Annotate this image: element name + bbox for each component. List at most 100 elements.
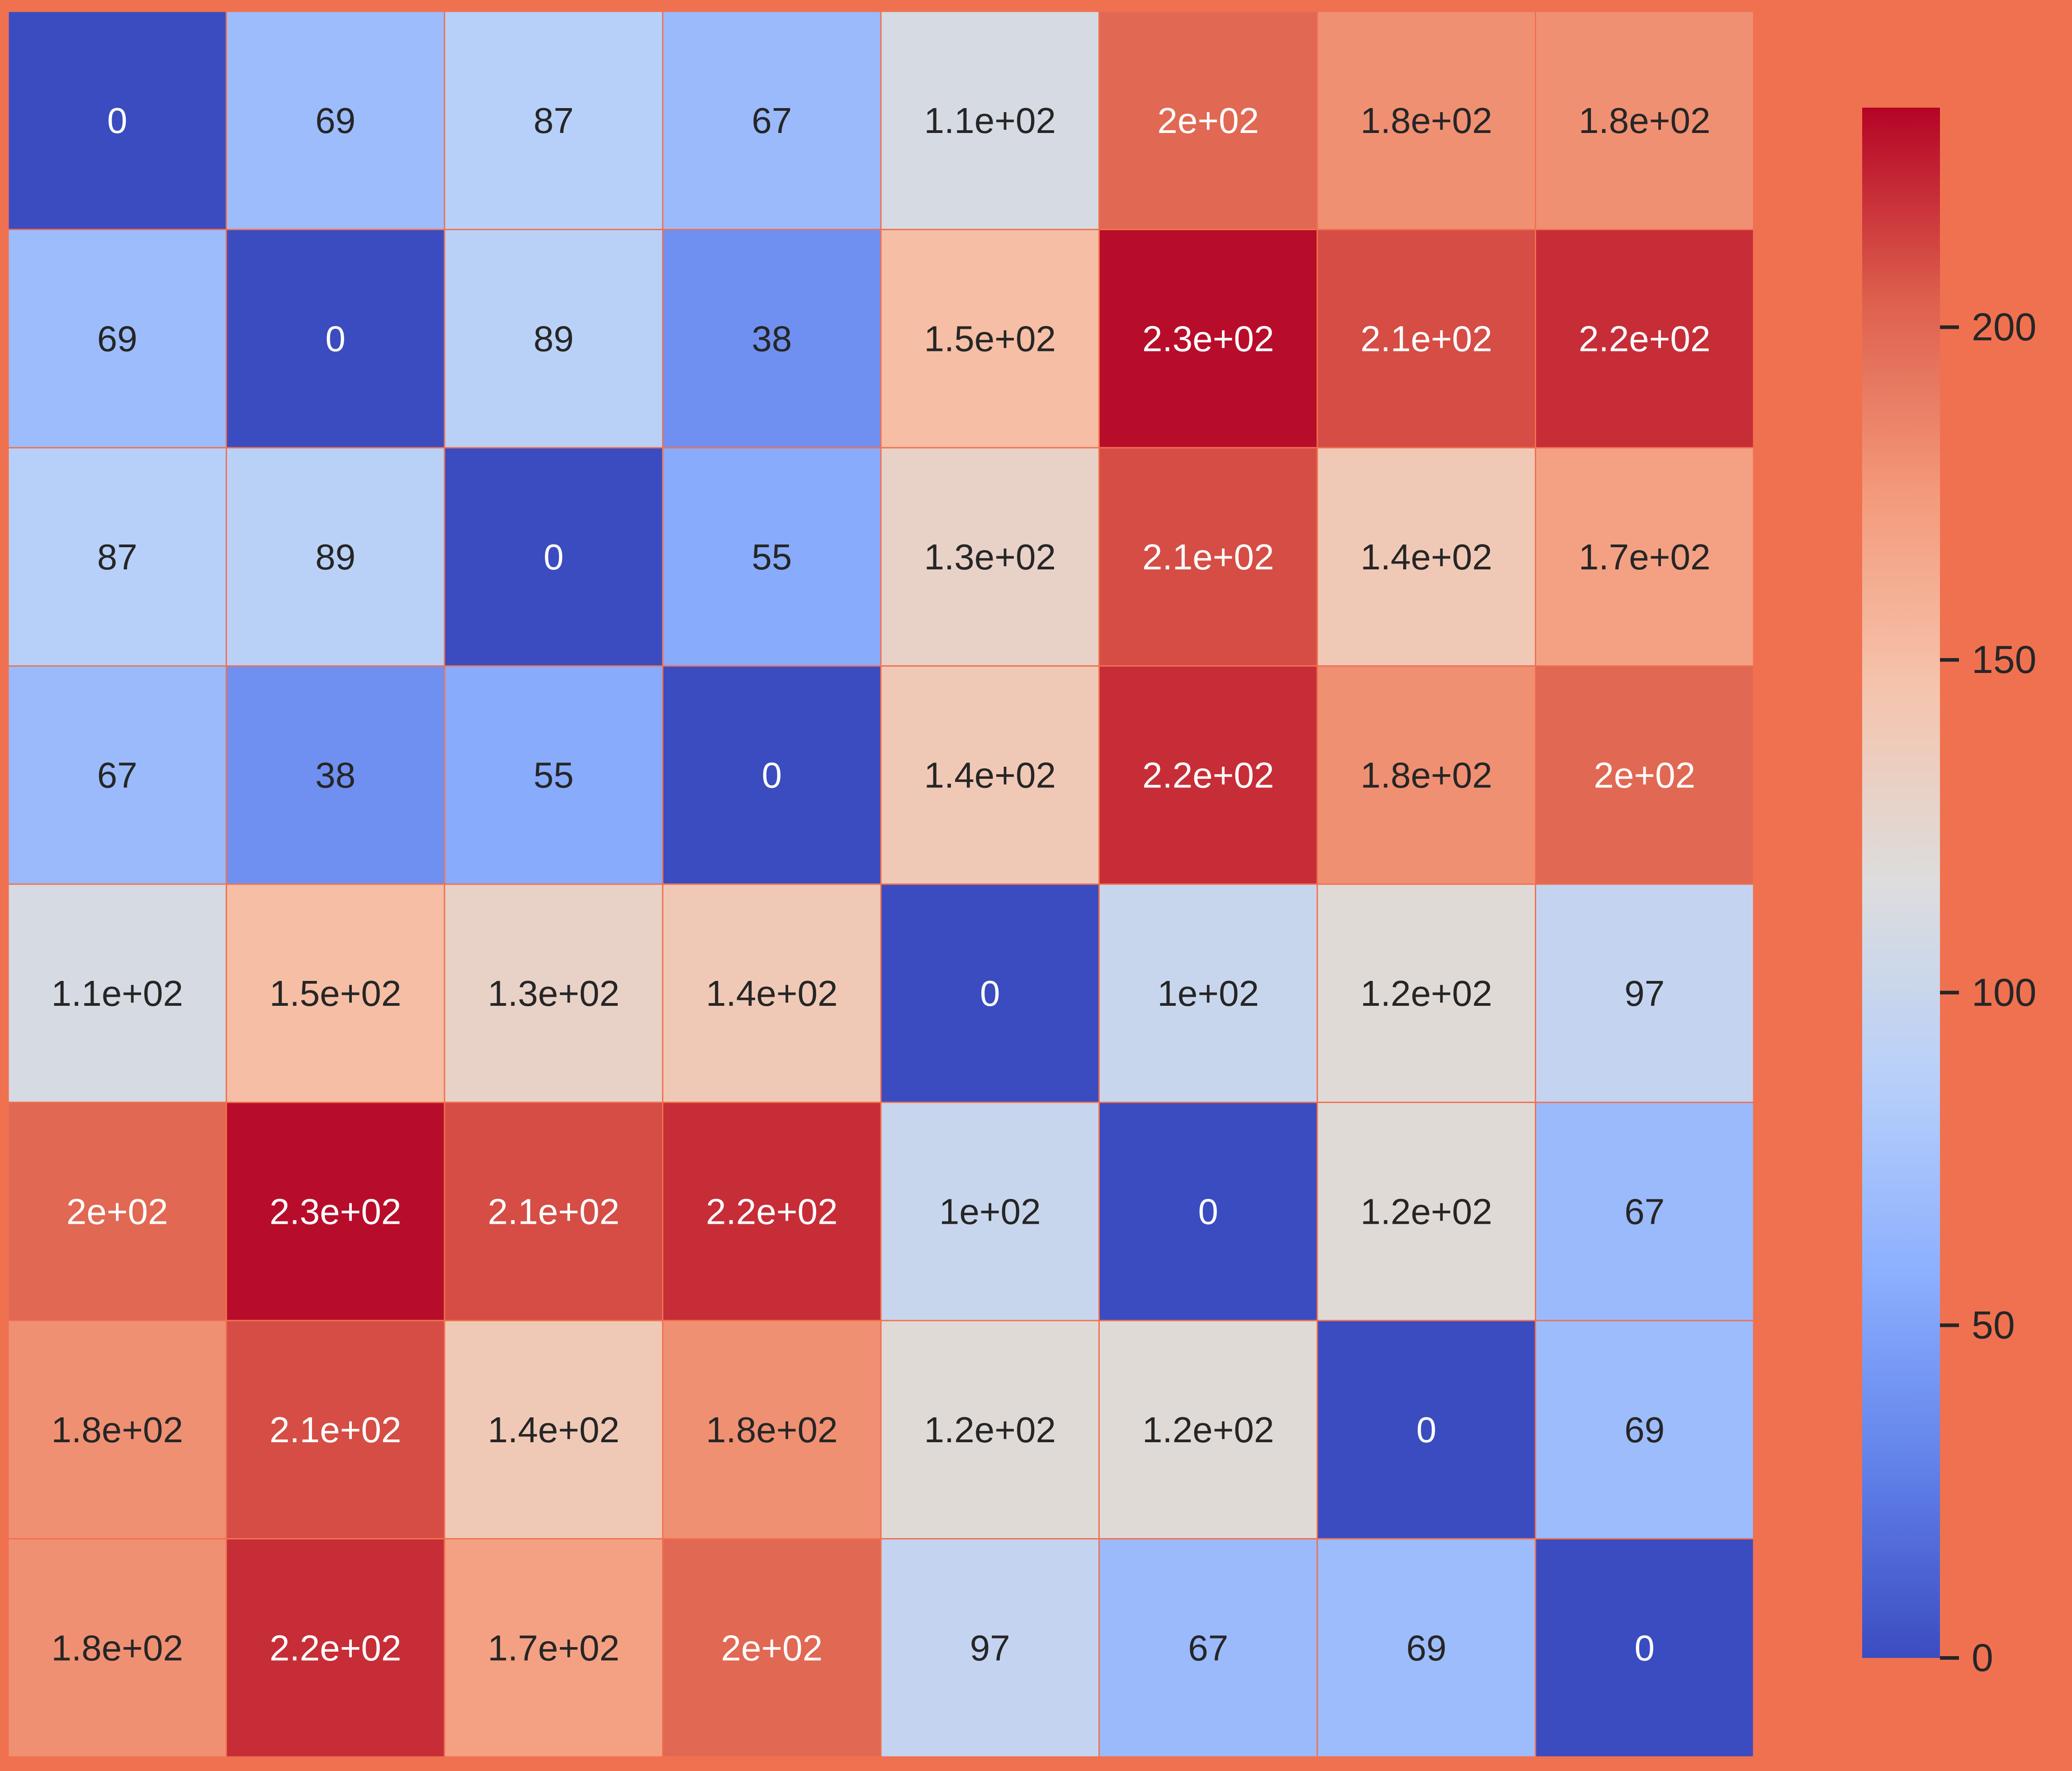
cell-value-label: 1.8e+02	[1361, 100, 1492, 141]
heatmap-cell	[226, 229, 445, 449]
cell-value-label: 2e+02	[1594, 755, 1695, 795]
cell-value-label: 1.3e+02	[488, 973, 620, 1013]
cell-value-label: 97	[1624, 973, 1665, 1013]
colorbar	[1862, 108, 1940, 1658]
heatmap-cell	[1535, 883, 1755, 1103]
heatmap-cell	[1535, 665, 1755, 885]
cell-value-label: 55	[534, 755, 574, 795]
colorbar-tick-label: 50	[1972, 1303, 2015, 1347]
cell-value-label: 89	[534, 318, 574, 359]
colorbar-gradient	[1862, 108, 1940, 1658]
cell-value-label: 2.2e+02	[706, 1191, 837, 1231]
cell-value-label: 0	[544, 537, 564, 577]
cell-value-label: 2.2e+02	[1142, 755, 1274, 795]
heatmap-cell	[1316, 447, 1536, 667]
heatmap-cell	[7, 1538, 227, 1758]
heatmap-cell	[880, 1102, 1100, 1321]
cell-value-label: 2e+02	[721, 1628, 823, 1668]
cell-value-label: 87	[97, 537, 137, 577]
heatmap-cell	[662, 1538, 882, 1758]
heatmap-cell	[1098, 447, 1318, 667]
cell-value-label: 1.7e+02	[488, 1628, 620, 1668]
heatmap-cell	[444, 10, 663, 230]
heatmap-cell	[1535, 10, 1755, 230]
heatmap-cell	[7, 665, 227, 885]
heatmap-cell	[1098, 10, 1318, 230]
heatmap-cell	[226, 883, 445, 1103]
heatmap-cell	[226, 1320, 445, 1539]
cell-value-label: 2.2e+02	[270, 1628, 401, 1668]
heatmap-cell	[880, 883, 1100, 1103]
cell-value-label: 1.4e+02	[924, 755, 1056, 795]
cell-value-label: 0	[980, 973, 1000, 1013]
colorbar-tick-label: 0	[1972, 1636, 1993, 1680]
heatmap-cell	[1316, 1320, 1536, 1539]
cell-value-label: 1.2e+02	[1361, 1191, 1492, 1231]
heatmap-cell	[1098, 1320, 1318, 1539]
cell-value-label: 1.8e+02	[1579, 100, 1710, 141]
cell-value-label: 1e+02	[1157, 973, 1259, 1013]
cell-value-label: 69	[1624, 1410, 1665, 1450]
cell-value-label: 97	[970, 1628, 1010, 1668]
heatmap-cell	[662, 229, 882, 449]
cell-value-label: 1.5e+02	[924, 318, 1056, 359]
heatmap-cell	[226, 447, 445, 667]
colorbar-axis: 0 50 100 150 200	[1940, 306, 2037, 1680]
cell-value-label: 2.2e+02	[1579, 318, 1710, 359]
cell-value-label: 0	[762, 755, 782, 795]
heatmap-cell	[444, 883, 663, 1103]
heatmap-cell	[1535, 1102, 1755, 1321]
cell-value-label: 0	[326, 318, 346, 359]
cell-value-label: 2e+02	[66, 1191, 168, 1231]
cell-value-label: 1.8e+02	[52, 1628, 183, 1668]
heatmap-cell	[1535, 447, 1755, 667]
cell-value-label: 67	[1188, 1628, 1228, 1668]
cell-value-label: 67	[1624, 1191, 1665, 1231]
heatmap-cell	[880, 665, 1100, 885]
cell-value-label: 87	[534, 100, 574, 141]
heatmap-cell	[1098, 229, 1318, 449]
cell-value-label: 1.5e+02	[270, 973, 401, 1013]
heatmap-cell	[1098, 1102, 1318, 1321]
cell-value-label: 1.7e+02	[1579, 537, 1710, 577]
cell-value-label: 1.2e+02	[924, 1410, 1056, 1450]
heatmap-cell	[444, 1102, 663, 1321]
cell-value-label: 1.2e+02	[1361, 973, 1492, 1013]
cell-value-label: 38	[752, 318, 792, 359]
heatmap-cell	[444, 1320, 663, 1539]
cell-value-label: 1.2e+02	[1142, 1410, 1274, 1450]
heatmap-grid: 0 69 87 67 1.1e+02 2e+02 1.8e+02 1.8e+02 69 0 89 38…	[7, 10, 1755, 1758]
heatmap-cell	[1098, 1538, 1318, 1758]
heatmap-cell	[880, 1320, 1100, 1539]
cell-value-label: 69	[97, 318, 137, 359]
heatmap-cell	[1316, 1102, 1536, 1321]
cell-value-label: 1.4e+02	[1361, 537, 1492, 577]
heatmap-cell	[1535, 1538, 1755, 1758]
cell-value-label: 1.1e+02	[52, 973, 183, 1013]
heatmap-cell	[444, 447, 663, 667]
heatmap-cell	[880, 1538, 1100, 1758]
heatmap-cell	[1535, 229, 1755, 449]
cell-value-label: 2.1e+02	[488, 1191, 620, 1231]
cell-value-label: 0	[1198, 1191, 1219, 1231]
cell-value-label: 2.3e+02	[1142, 318, 1274, 359]
cell-value-label: 67	[97, 755, 137, 795]
cell-value-label: 2e+02	[1157, 100, 1259, 141]
cell-value-label: 69	[1406, 1628, 1447, 1668]
heatmap-cell	[662, 10, 882, 230]
cell-value-label: 0	[1416, 1410, 1437, 1450]
cell-value-label: 1e+02	[939, 1191, 1041, 1231]
heatmap-cell	[1316, 883, 1536, 1103]
heatmap-cell	[226, 1538, 445, 1758]
heatmap-cell	[662, 1320, 882, 1539]
cell-value-label: 1.4e+02	[488, 1410, 620, 1450]
heatmap-cell	[662, 447, 882, 667]
heatmap-cell	[7, 1320, 227, 1539]
heatmap-cell	[1098, 665, 1318, 885]
heatmap-cell	[662, 1102, 882, 1321]
cell-value-label: 69	[315, 100, 355, 141]
cell-value-label: 2.3e+02	[270, 1191, 401, 1231]
heatmap-cell	[7, 1102, 227, 1321]
heatmap-cell	[1316, 1538, 1536, 1758]
heatmap-cell	[226, 1102, 445, 1321]
